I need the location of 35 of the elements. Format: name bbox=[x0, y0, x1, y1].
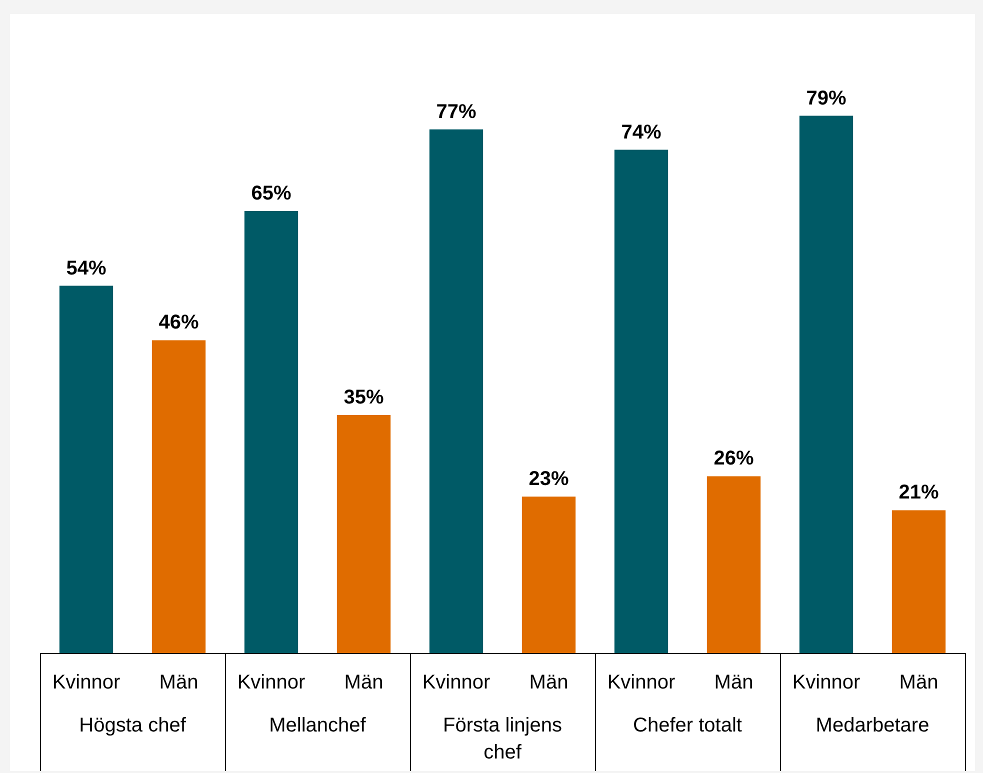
bar bbox=[429, 129, 484, 653]
data-label: 74% bbox=[621, 121, 662, 144]
text: Män bbox=[344, 672, 384, 694]
text: Män bbox=[899, 672, 938, 694]
text: Män bbox=[714, 672, 754, 694]
bar bbox=[892, 510, 946, 653]
text: Kvinnor bbox=[422, 672, 490, 694]
data-label: 54% bbox=[66, 257, 106, 280]
x-tick-label: Chefer totalt bbox=[633, 714, 742, 737]
series-label: Män bbox=[159, 672, 198, 694]
series-label: Kvinnor bbox=[607, 672, 676, 694]
data-label: 65% bbox=[251, 182, 292, 205]
data-label: 79% bbox=[806, 87, 846, 110]
bar bbox=[336, 415, 391, 653]
bar bbox=[522, 496, 576, 653]
x-tick-label: Högsta chef bbox=[79, 714, 186, 737]
text: Män bbox=[529, 672, 568, 694]
data-label: 77% bbox=[436, 100, 476, 123]
text: Kvinnor bbox=[792, 672, 860, 694]
x-tick-label: Medarbetare bbox=[816, 714, 930, 737]
bar bbox=[244, 211, 298, 653]
x-tick-label: Mellanchef bbox=[269, 714, 366, 737]
data-label: 26% bbox=[714, 448, 754, 470]
text: Kvinnor bbox=[237, 672, 306, 694]
data-label: 35% bbox=[344, 386, 384, 409]
bar bbox=[614, 150, 668, 653]
bar bbox=[706, 476, 761, 653]
text: Kvinnor bbox=[52, 672, 120, 694]
bar bbox=[59, 286, 114, 653]
x-tick-label: Första linjens chef bbox=[443, 714, 562, 764]
data-label: 21% bbox=[898, 482, 939, 504]
bar bbox=[799, 116, 854, 653]
data-label: 23% bbox=[528, 468, 569, 490]
data-label: 46% bbox=[158, 312, 199, 334]
bar bbox=[152, 340, 206, 653]
